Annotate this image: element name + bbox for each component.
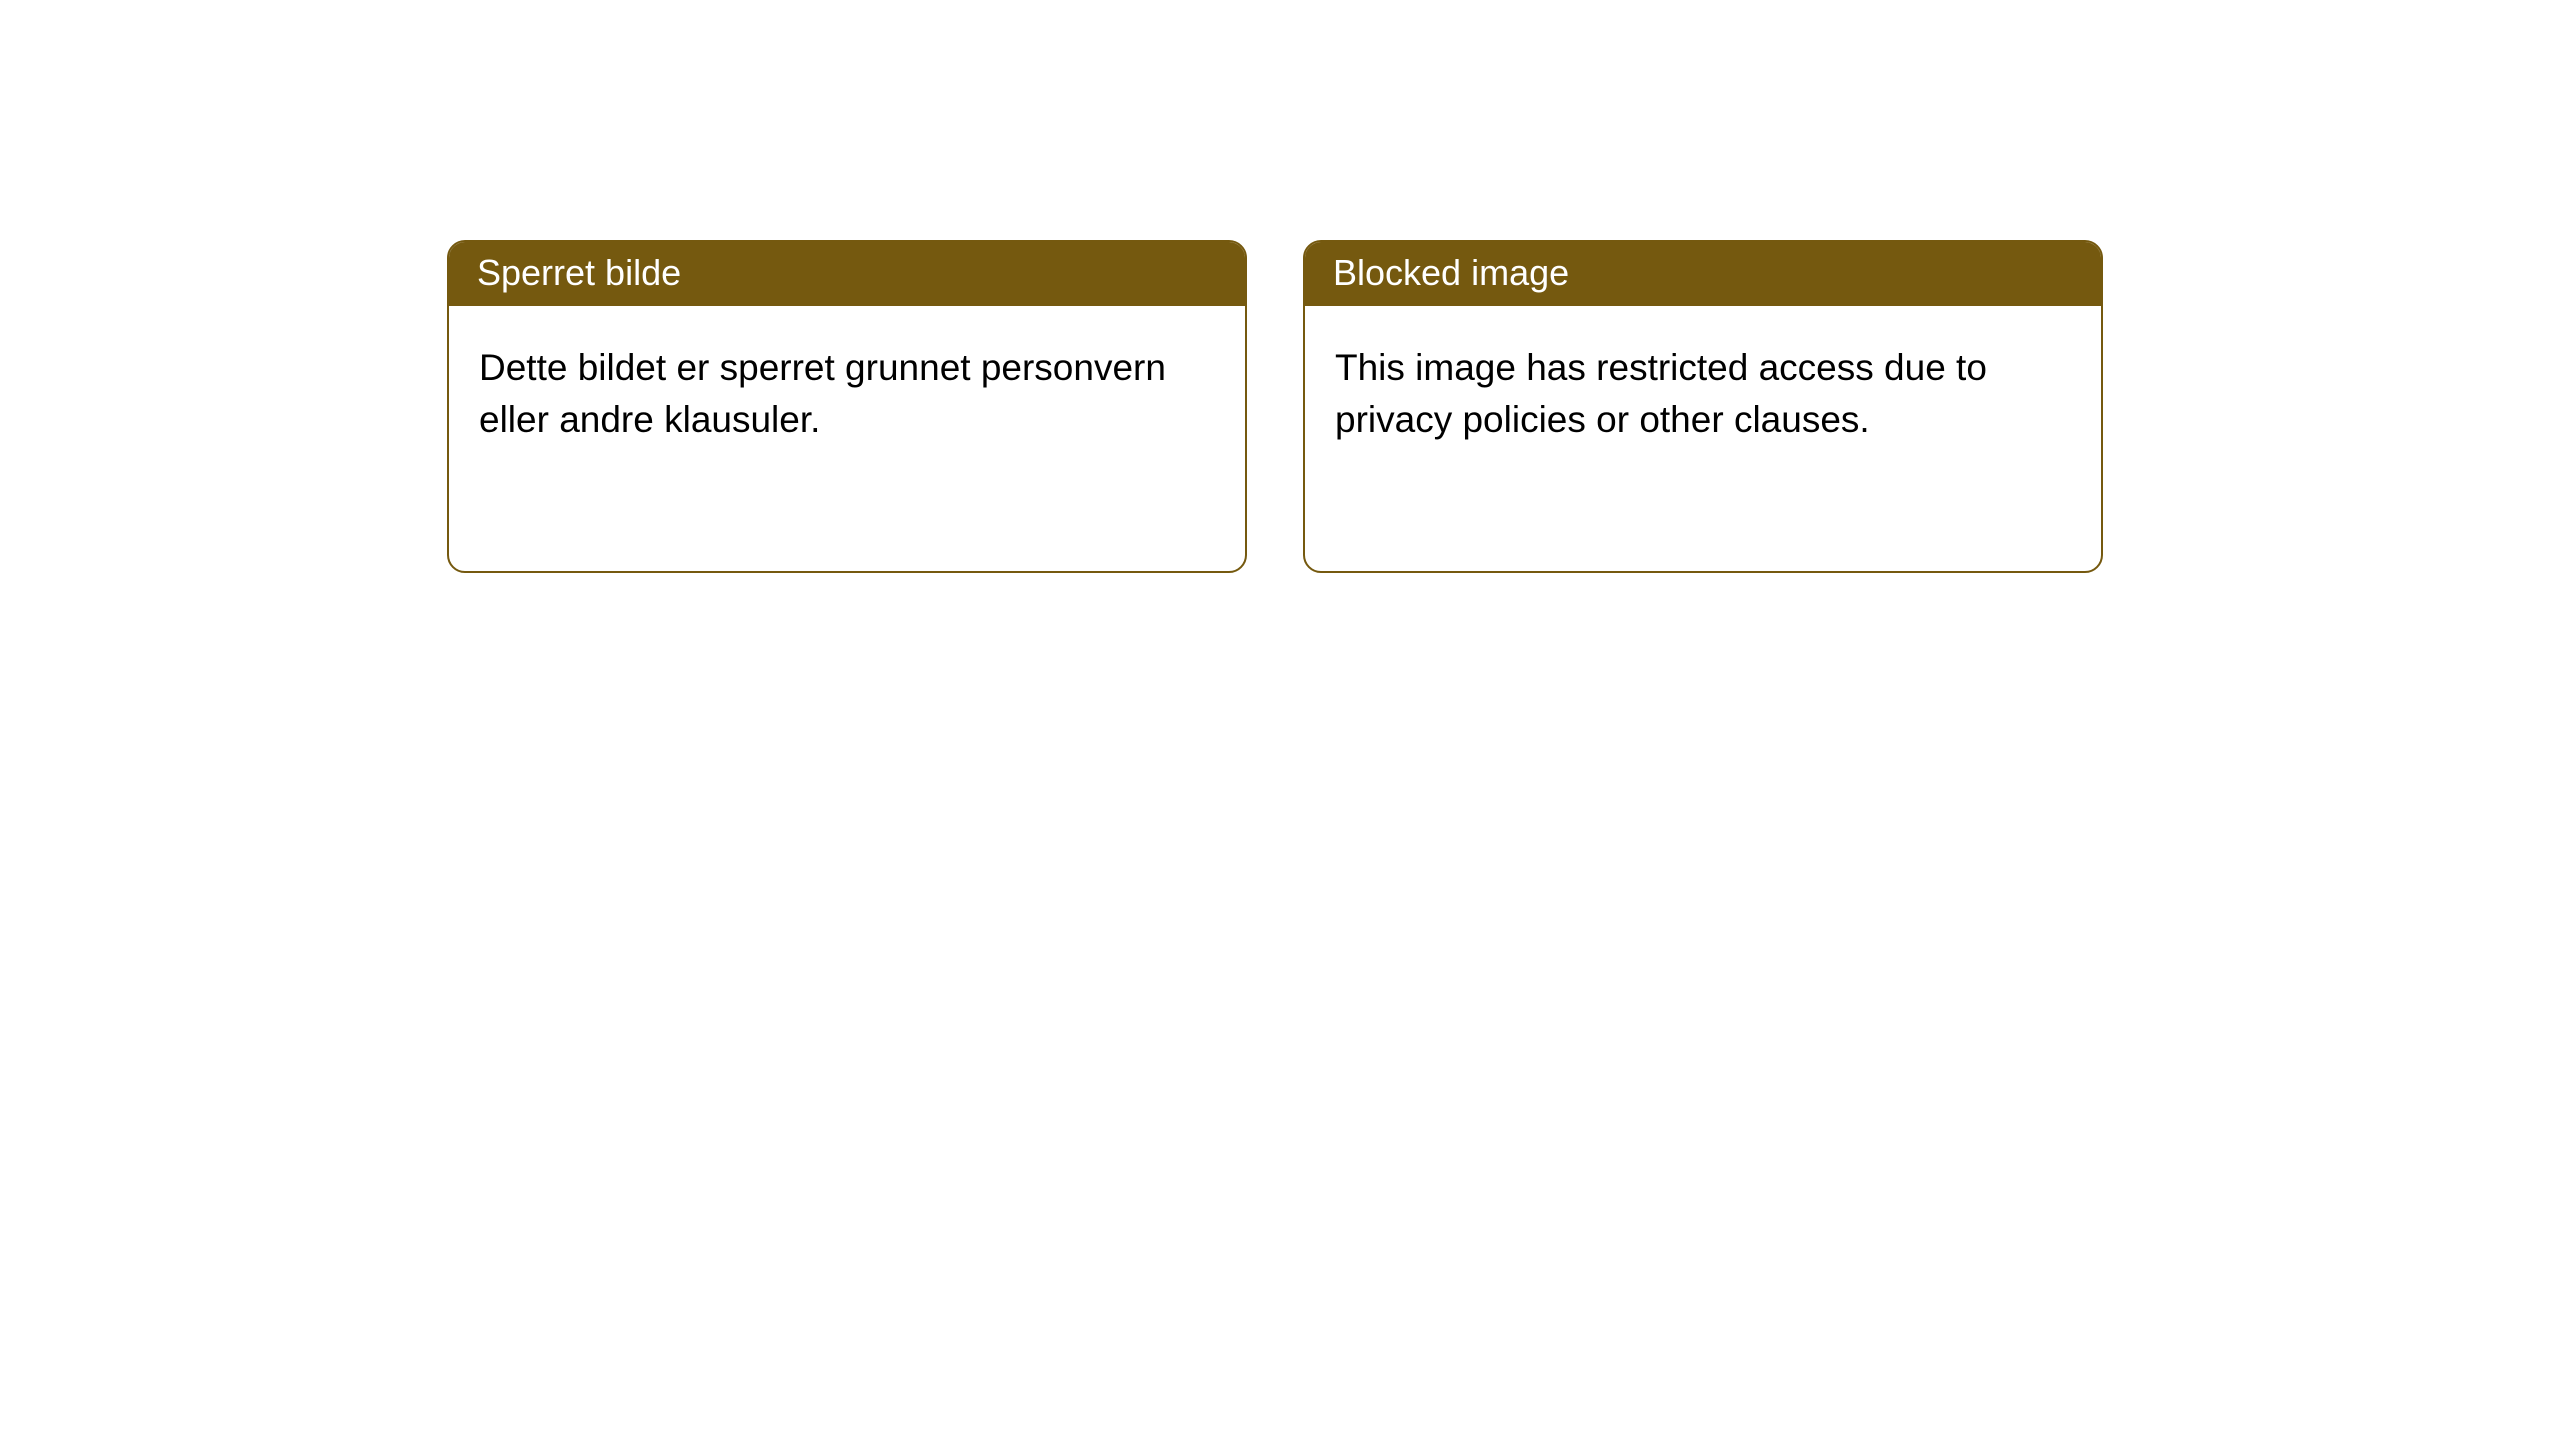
notice-header: Blocked image [1305,242,2101,306]
notice-card-english: Blocked image This image has restricted … [1303,240,2103,573]
notice-text: This image has restricted access due to … [1335,347,1987,440]
notice-container: Sperret bilde Dette bildet er sperret gr… [447,240,2103,573]
notice-card-norwegian: Sperret bilde Dette bildet er sperret gr… [447,240,1247,573]
notice-body: Dette bildet er sperret grunnet personve… [449,306,1245,482]
notice-body: This image has restricted access due to … [1305,306,2101,482]
notice-text: Dette bildet er sperret grunnet personve… [479,347,1166,440]
notice-title: Sperret bilde [477,252,681,293]
notice-header: Sperret bilde [449,242,1245,306]
notice-title: Blocked image [1333,252,1569,293]
